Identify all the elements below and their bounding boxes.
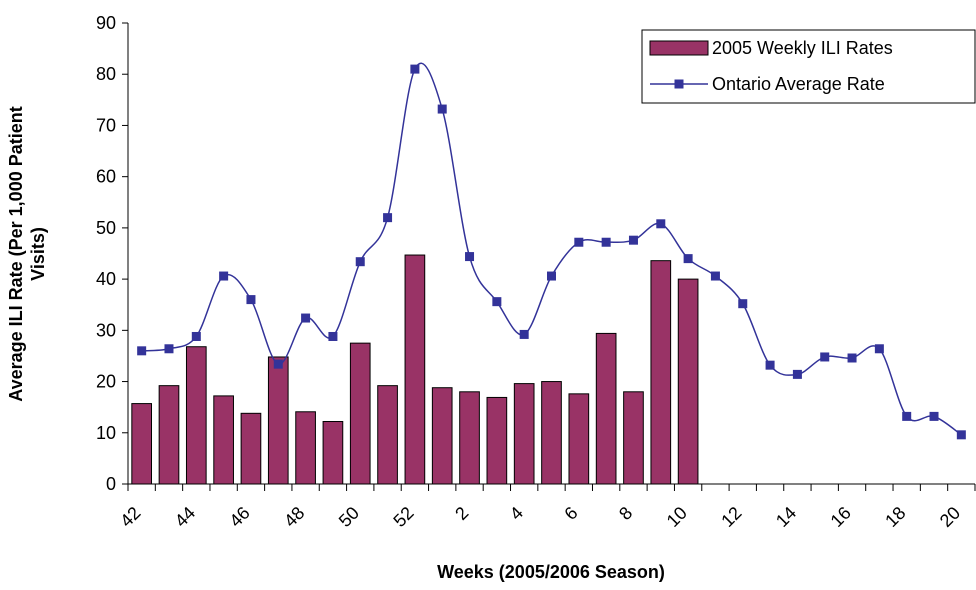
y-tick-label: 40 (96, 269, 116, 289)
y-tick-label: 10 (96, 423, 116, 443)
marker (437, 104, 447, 114)
marker (328, 331, 338, 341)
legend-label: 2005 Weekly ILI Rates (712, 38, 893, 58)
legend-swatch (649, 40, 709, 56)
y-axis-title: Visits) (28, 227, 48, 281)
x-tick-label: 4 (506, 503, 527, 524)
marker (410, 64, 420, 74)
bar (322, 421, 344, 485)
x-tick-label: 42 (116, 503, 144, 531)
y-tick-label: 20 (96, 372, 116, 392)
marker (273, 359, 283, 369)
x-tick-label: 20 (936, 503, 964, 531)
x-tick-label: 10 (663, 503, 691, 531)
marker (656, 219, 666, 229)
y-tick-label: 90 (96, 13, 116, 33)
bar (541, 381, 562, 485)
bar (677, 278, 699, 485)
x-axis-title: Weeks (2005/2006 Season) (437, 562, 665, 582)
bar (459, 391, 480, 485)
bar (295, 411, 316, 485)
y-tick-label: 70 (96, 115, 116, 135)
x-tick-label: 12 (717, 503, 745, 531)
marker (738, 299, 748, 309)
marker (301, 313, 311, 323)
x-tick-label: 18 (881, 503, 909, 531)
bar (650, 260, 672, 485)
marker (547, 271, 556, 281)
bar (213, 395, 234, 485)
marker (164, 344, 174, 354)
marker (847, 353, 857, 363)
bar (595, 332, 617, 485)
x-tick-label: 2 (451, 503, 472, 524)
y-tick-label: 0 (106, 474, 116, 494)
marker (219, 271, 229, 281)
marker (465, 252, 475, 262)
marker (765, 360, 775, 370)
marker (355, 257, 365, 267)
x-tick-label: 52 (389, 503, 417, 531)
bar (267, 356, 289, 485)
marker (519, 329, 529, 339)
marker (191, 331, 201, 341)
marker (492, 297, 502, 307)
x-tick-label: 50 (335, 503, 363, 531)
bar (240, 412, 262, 485)
x-tick-label: 16 (827, 503, 855, 531)
bar (623, 391, 644, 485)
bar (377, 385, 398, 485)
bar (404, 254, 426, 485)
y-tick-label: 80 (96, 64, 116, 84)
bar (568, 393, 590, 485)
line (141, 62, 962, 436)
marker (383, 213, 393, 223)
bar (349, 342, 371, 485)
bar (185, 346, 207, 485)
y-tick-label: 30 (96, 320, 116, 340)
marker (929, 411, 939, 421)
x-tick-label: 48 (280, 503, 308, 531)
marker (683, 254, 693, 264)
marker (137, 346, 147, 356)
legend-label: Ontario Average Rate (712, 74, 885, 94)
marker (820, 352, 830, 362)
x-tick-label: 46 (225, 503, 253, 531)
bar (431, 387, 453, 485)
legend-swatch (674, 79, 684, 89)
y-axis-title: Average ILI Rate (Per 1,000 Patient (6, 106, 26, 401)
marker (710, 271, 720, 281)
bar (486, 396, 508, 485)
bar (513, 383, 535, 485)
x-tick-label: 6 (560, 503, 581, 524)
marker (574, 237, 584, 247)
marker (792, 369, 802, 379)
marker (874, 344, 884, 354)
x-tick-label: 8 (615, 503, 636, 524)
bar (158, 385, 180, 485)
x-tick-label: 44 (171, 503, 199, 531)
bar (131, 403, 152, 485)
marker (956, 430, 966, 440)
marker (601, 237, 611, 247)
y-tick-label: 60 (96, 167, 116, 187)
marker (628, 235, 638, 245)
x-tick-label: 14 (772, 503, 800, 531)
y-tick-label: 50 (96, 218, 116, 238)
marker (902, 411, 912, 421)
marker (246, 295, 256, 305)
